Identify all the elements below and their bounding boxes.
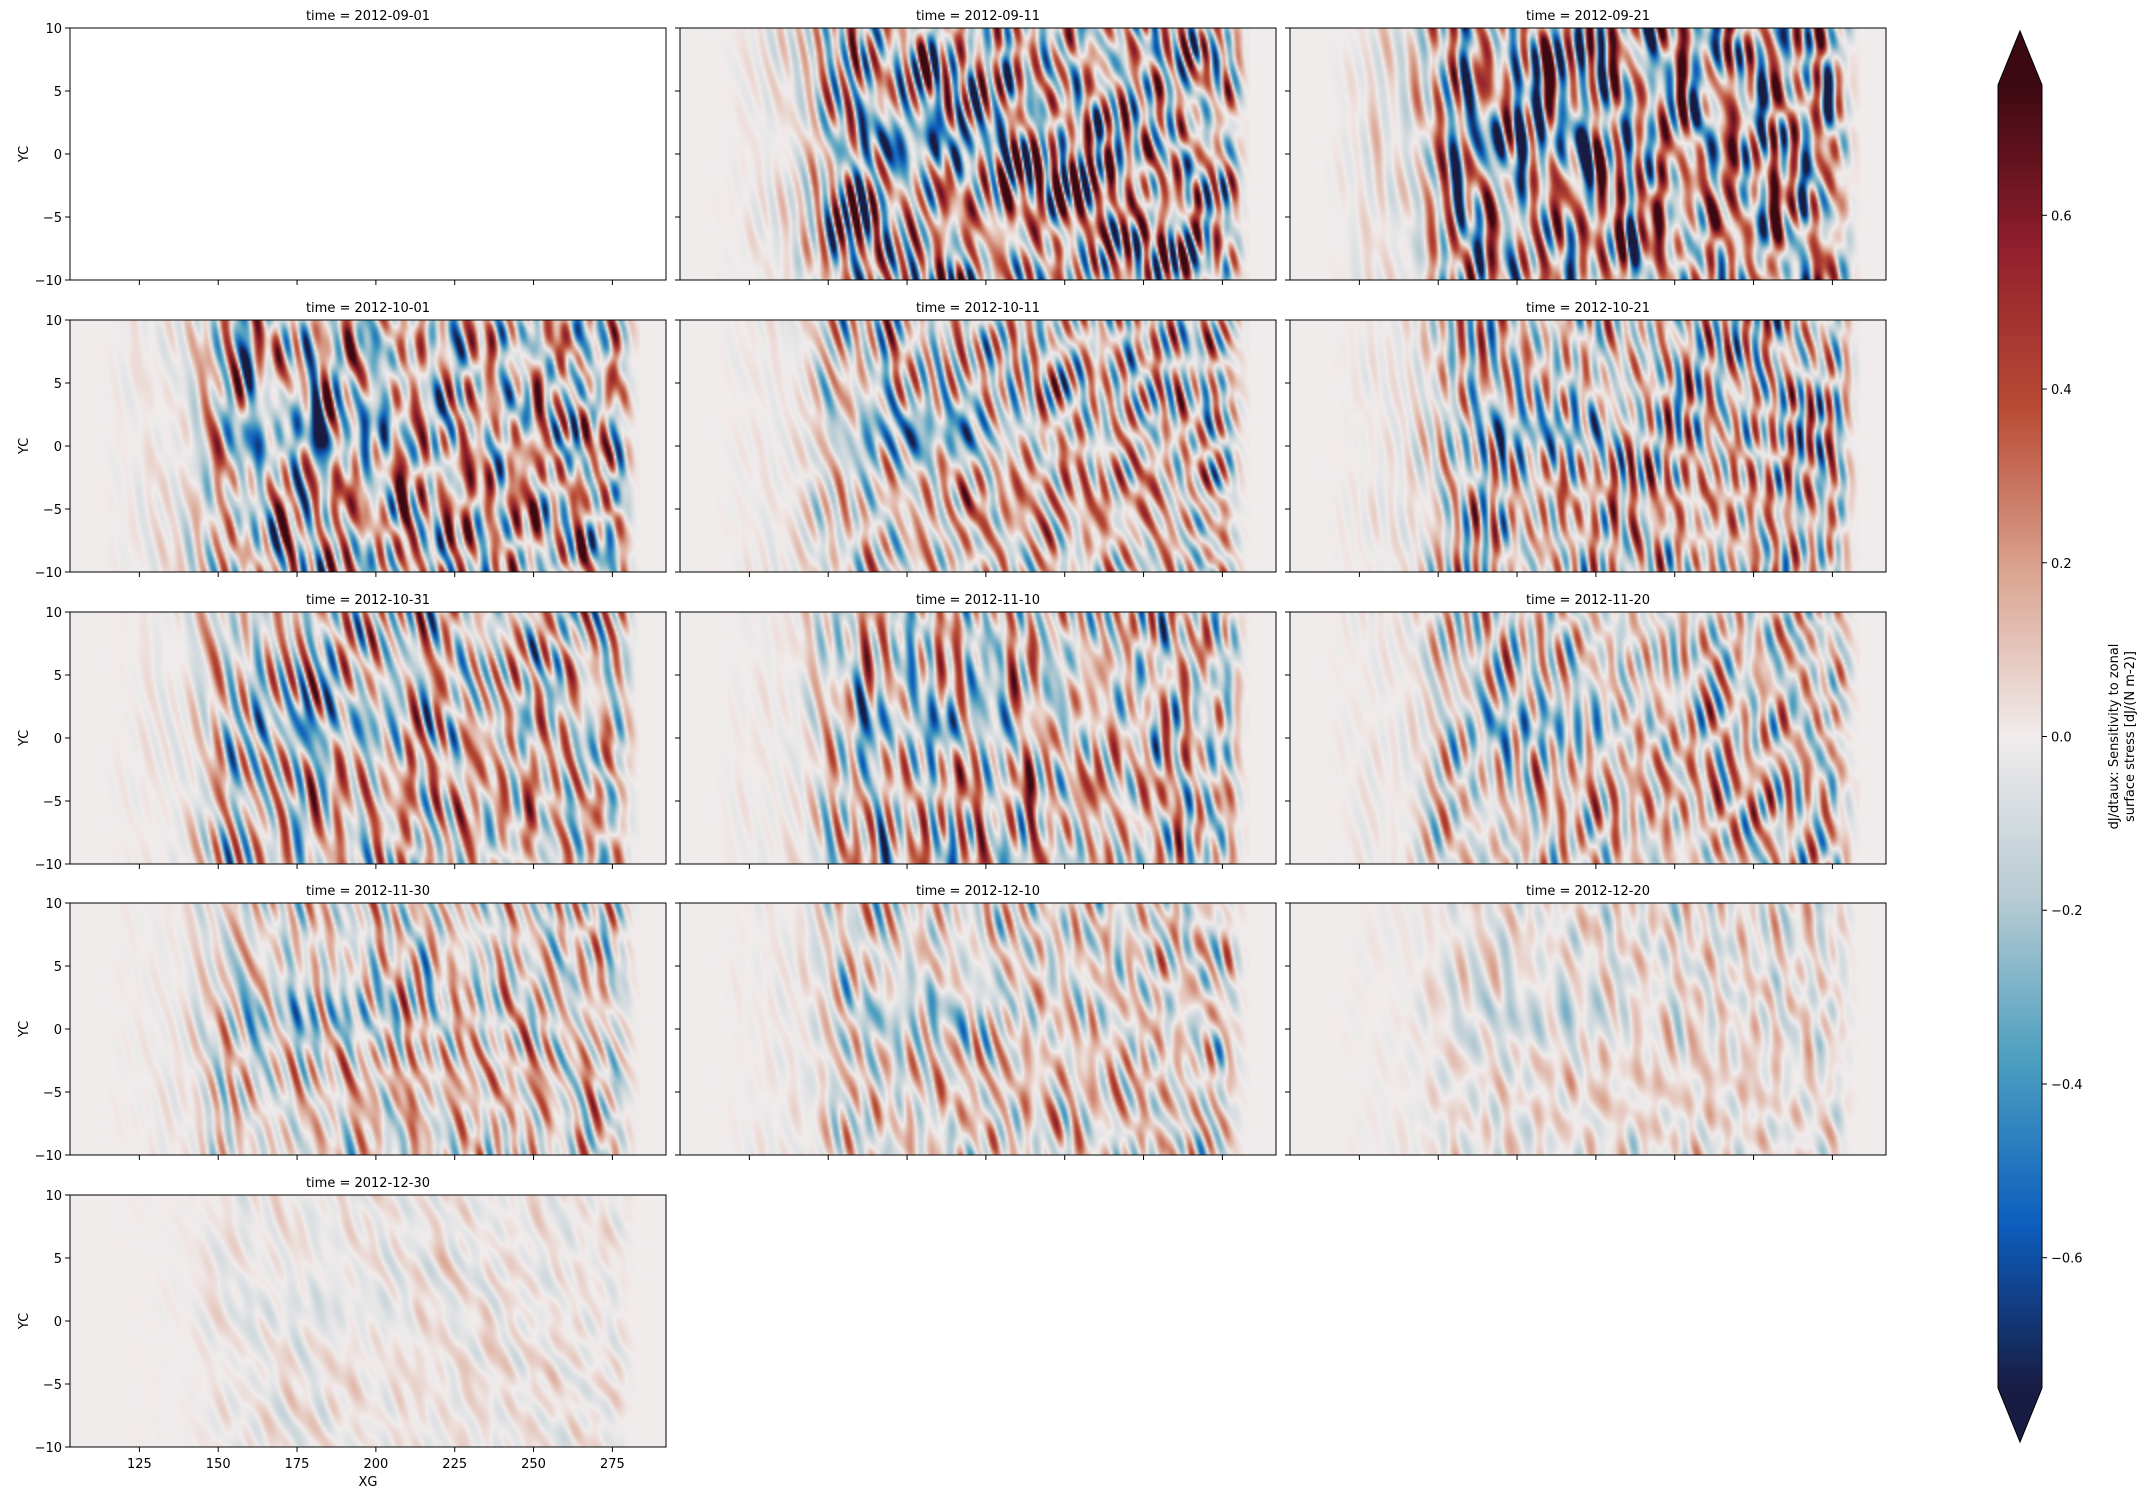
y-tick-label: 10	[45, 606, 62, 621]
colorbar-extend-min	[1998, 1388, 2042, 1442]
facet-title: time = 2012-09-21	[1526, 9, 1650, 24]
facet-title: time = 2012-09-11	[916, 9, 1040, 24]
facet-title: time = 2012-10-01	[306, 301, 430, 316]
colorbar-tick-label: 0.2	[2051, 557, 2072, 572]
heatmap-field	[70, 1195, 666, 1447]
y-axis-label: YC	[17, 146, 32, 163]
facet-panel: time = 2012-11-20	[1285, 593, 1887, 869]
facet-title: time = 2012-12-20	[1526, 884, 1650, 899]
y-tick-label: 10	[45, 314, 62, 329]
facet-panel: time = 2012-10-31 −10 −5 0 5 10 YC	[17, 593, 667, 873]
y-tick-label: −5	[43, 795, 62, 810]
colorbar-extend-max	[1998, 31, 2042, 85]
colorbar-tick-label: −0.4	[2051, 1078, 2083, 1093]
x-tick-label: 200	[363, 1457, 388, 1472]
facet-panel: time = 2012-09-11	[675, 9, 1277, 285]
heatmap-field	[70, 320, 666, 572]
y-tick-label: −10	[35, 858, 62, 873]
facet-title: time = 2012-11-30	[306, 884, 430, 899]
colorbar-tick-label: −0.6	[2051, 1252, 2083, 1267]
colorbar-label: dJ/dtaux: Sensitivity to zonal surface st…	[2107, 644, 2138, 830]
y-tick-label: −10	[35, 274, 62, 289]
y-axis-label: YC	[17, 1313, 32, 1330]
facet-panel: time = 2012-10-01 −10 −5 0 5 10 YC	[17, 301, 667, 581]
x-tick-label: 175	[285, 1457, 310, 1472]
y-tick-label: 0	[54, 732, 62, 747]
colorbar-tick-label: −0.2	[2051, 904, 2083, 919]
y-tick-label: −5	[43, 1086, 62, 1101]
colorbar-outline	[1997, 29, 2043, 1444]
y-axis-label: YC	[17, 730, 32, 747]
y-tick-label: 10	[45, 1189, 62, 1204]
facet-panel: time = 2012-12-20	[1285, 884, 1887, 1160]
facet-title: time = 2012-12-10	[916, 884, 1040, 899]
y-tick-label: 5	[54, 1252, 62, 1267]
x-axis-label: XG	[359, 1475, 378, 1490]
colorbar-tick-label: 0.4	[2051, 383, 2072, 398]
facet-title: time = 2012-10-21	[1526, 301, 1650, 316]
y-tick-label: 5	[54, 669, 62, 684]
heatmap-field	[1290, 320, 1886, 572]
heatmap-field	[680, 28, 1276, 280]
y-tick-label: −10	[35, 1149, 62, 1164]
facet-panel: time = 2012-11-10	[675, 593, 1277, 869]
facet-panel: time = 2012-09-21	[1285, 9, 1887, 285]
heatmap-field	[680, 320, 1276, 572]
y-tick-label: −10	[35, 566, 62, 581]
x-tick-label: 225	[442, 1457, 467, 1472]
facet-title: time = 2012-09-01	[306, 9, 430, 24]
y-tick-label: −5	[43, 211, 62, 226]
y-tick-label: 0	[54, 148, 62, 163]
y-axis-label: YC	[17, 1021, 32, 1038]
y-tick-label: 5	[54, 85, 62, 100]
y-tick-label: 5	[54, 960, 62, 975]
facet-title: time = 2012-11-10	[916, 593, 1040, 608]
y-axis-label: YC	[17, 438, 32, 455]
facet-title: time = 2012-12-30	[306, 1176, 430, 1191]
y-tick-label: 0	[54, 440, 62, 455]
heatmap-field	[1290, 612, 1886, 864]
colorbar-label-line2: surface stress [dJ/(N m-2)]	[2123, 651, 2138, 822]
y-tick-label: 10	[45, 897, 62, 912]
y-tick-label: 10	[45, 22, 62, 37]
facet-panel: time = 2012-10-11	[675, 301, 1277, 577]
facet-panel: time = 2012-11-30 −10 −5 0 5 10 YC	[17, 884, 667, 1164]
facet-panel: time = 2012-09-01 −10 −5 0 5 10 YC	[17, 9, 667, 289]
heatmap-field	[70, 612, 666, 864]
y-tick-label: 0	[54, 1023, 62, 1038]
axes-frame	[69, 27, 667, 281]
facet-title: time = 2012-10-11	[916, 301, 1040, 316]
colorbar: −0.6 −0.4 −0.2 0.0 0.2 0.4 0.6 dJ/dtaux: Sensit…	[1997, 29, 2138, 1444]
heatmap-field	[70, 903, 666, 1155]
facet-panel: time = 2012-12-30 −10 −5 0 5 10 YC 125 150 175 200…	[17, 1176, 667, 1490]
heatmap-field	[680, 612, 1276, 864]
colorbar-label-line1: dJ/dtaux: Sensitivity to zonal	[2107, 644, 2122, 830]
colorbar-gradient	[1998, 85, 2042, 1388]
heatmap-field	[680, 903, 1276, 1155]
y-tick-label: −5	[43, 503, 62, 518]
colorbar-tick-label: 0.0	[2051, 731, 2072, 746]
x-tick-label: 125	[127, 1457, 152, 1472]
heatmap-field	[1290, 28, 1886, 280]
x-tick-label: 150	[206, 1457, 231, 1472]
x-tick-label: 275	[600, 1457, 625, 1472]
facet-title: time = 2012-10-31	[306, 593, 430, 608]
facet-title: time = 2012-11-20	[1526, 593, 1650, 608]
facet-panel: time = 2012-12-10	[675, 884, 1277, 1160]
colorbar-tick-label: 0.6	[2051, 209, 2072, 224]
heatmap-field	[1290, 903, 1886, 1155]
facet-panel: time = 2012-10-21	[1285, 301, 1887, 577]
y-tick-label: −5	[43, 1378, 62, 1393]
y-tick-label: 5	[54, 377, 62, 392]
y-tick-label: 0	[54, 1315, 62, 1330]
x-tick-label: 250	[521, 1457, 546, 1472]
y-tick-label: −10	[35, 1441, 62, 1456]
